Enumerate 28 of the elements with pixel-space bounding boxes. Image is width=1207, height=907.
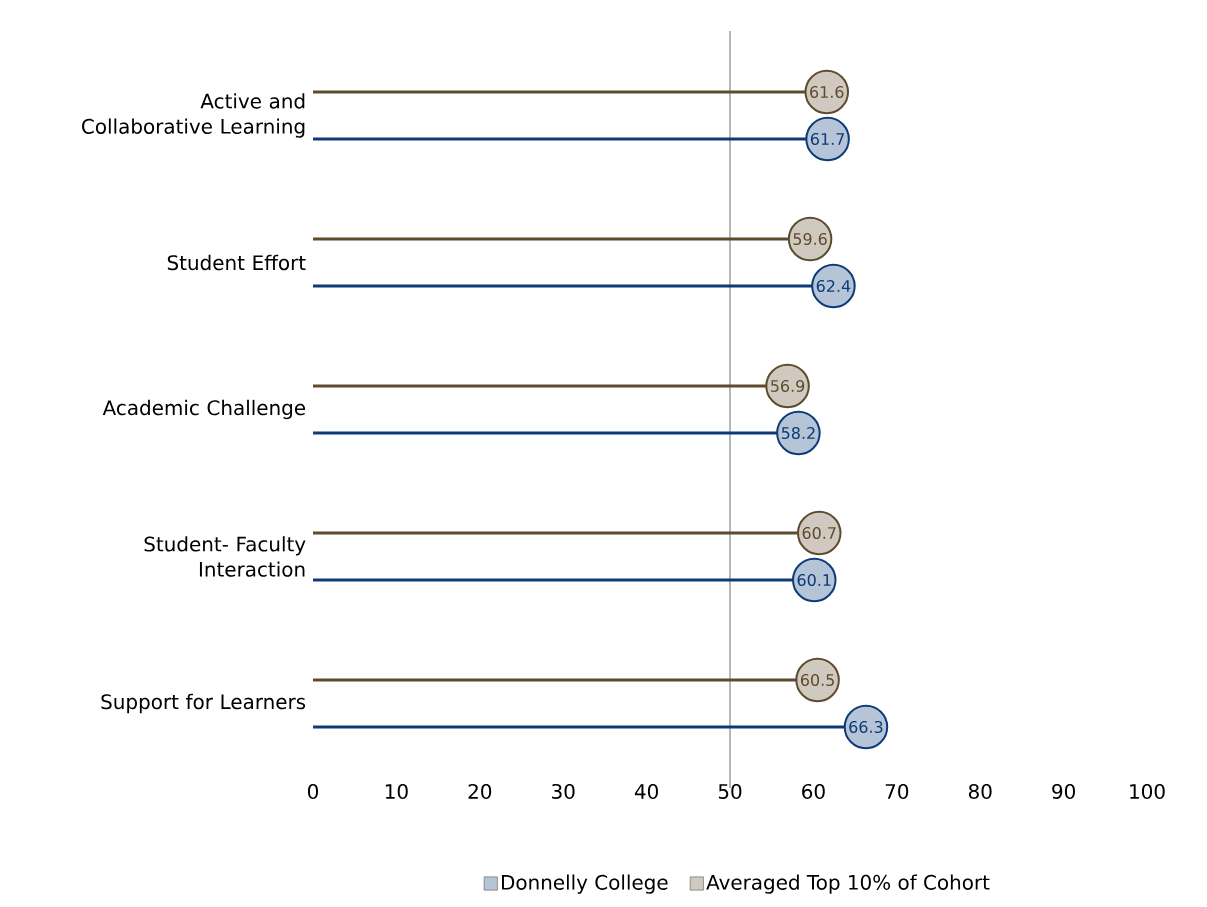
x-tick-label: 40 bbox=[634, 783, 658, 799]
x-tick-label: 10 bbox=[385, 783, 408, 799]
y-tick-label: Active and Collaborative Learning bbox=[82, 93, 305, 138]
x-tick-label: 100 bbox=[1130, 783, 1165, 799]
data-label: 66.3 bbox=[849, 720, 883, 734]
legend-label: Donnelly College bbox=[502, 874, 668, 894]
x-tick-label: 90 bbox=[1052, 783, 1075, 799]
x-tick-label: 50 bbox=[718, 783, 742, 799]
data-label: 60.5 bbox=[800, 673, 834, 686]
y-tick-label: Academic Challenge bbox=[102, 399, 306, 420]
data-label: 61.6 bbox=[810, 85, 844, 98]
data-label: 60.1 bbox=[797, 573, 831, 587]
x-tick-label: 30 bbox=[552, 783, 575, 799]
data-label: 56.9 bbox=[771, 379, 805, 392]
x-tick-label: 80 bbox=[968, 783, 992, 799]
data-label: 61.7 bbox=[810, 132, 844, 146]
legend-label: Averaged Top 10% of Cohort bbox=[706, 874, 990, 894]
x-tick-label: 60 bbox=[802, 783, 825, 799]
data-label: 60.7 bbox=[802, 526, 836, 539]
data-label: 58.2 bbox=[781, 426, 815, 440]
x-tick-label: 0 bbox=[307, 783, 319, 799]
y-tick-label: Support for Learners bbox=[101, 693, 306, 714]
x-tick-label: 20 bbox=[468, 783, 492, 799]
y-tick-label: Student- Faculty Interaction bbox=[144, 536, 306, 577]
y-tick-label: Student Effort bbox=[167, 254, 306, 271]
x-tick-label: 70 bbox=[885, 783, 909, 799]
data-label: 59.6 bbox=[793, 232, 827, 245]
data-label: 62.4 bbox=[816, 279, 851, 293]
